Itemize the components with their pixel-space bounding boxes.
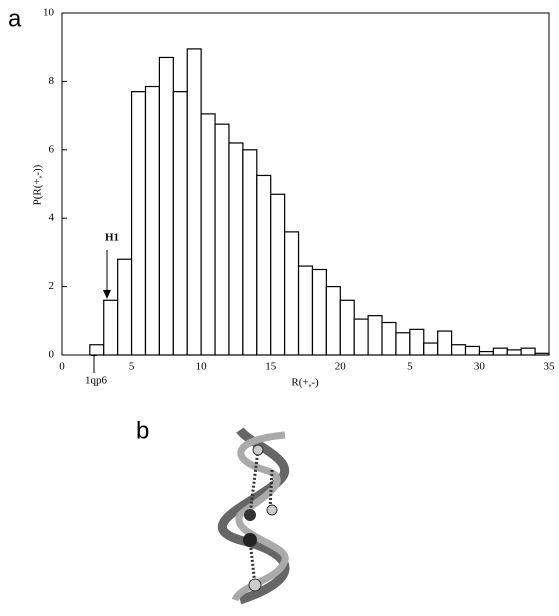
annotation: H1 — [105, 232, 119, 244]
bar — [464, 345, 481, 356]
bar — [89, 344, 105, 356]
atom — [252, 444, 264, 456]
bar — [256, 174, 272, 356]
bar — [367, 315, 383, 356]
bar — [228, 142, 244, 356]
y-tick-label: 6 — [49, 143, 55, 155]
bar — [172, 91, 188, 356]
bar — [395, 332, 411, 356]
bar — [339, 299, 355, 356]
bar — [297, 265, 314, 356]
bar — [492, 347, 508, 356]
bar — [200, 113, 216, 356]
bar — [270, 193, 286, 356]
y-tick-label: 10 — [43, 7, 55, 19]
bar — [284, 231, 300, 356]
bar — [103, 299, 119, 356]
bar — [534, 352, 550, 356]
panel-label: a — [8, 5, 22, 32]
atom — [248, 578, 262, 592]
y-tick-label: 2 — [49, 280, 55, 292]
x-tick-label: 35 — [544, 361, 556, 373]
salt-bridge — [268, 469, 274, 511]
bar — [214, 123, 230, 356]
helix-image — [217, 427, 290, 605]
atom — [244, 509, 256, 521]
bar — [451, 344, 467, 356]
y-tick-label: 8 — [49, 75, 55, 87]
bar — [437, 330, 453, 356]
bar — [478, 350, 494, 356]
bar — [409, 328, 425, 356]
x-tick-label: 10 — [196, 361, 208, 373]
bar — [186, 48, 202, 356]
bar — [325, 286, 341, 356]
bar — [520, 347, 536, 356]
bar — [506, 349, 522, 356]
x-tick-label: 0 — [59, 361, 65, 373]
bar — [144, 85, 161, 356]
annotation-arrow — [103, 290, 111, 299]
bar — [353, 318, 369, 356]
x-axis-label: R(+,-) — [291, 377, 319, 389]
bar — [423, 342, 439, 356]
salt-bridge — [248, 449, 260, 516]
helix-ribbon — [231, 431, 289, 602]
annotation: 1qp6 — [85, 375, 108, 387]
bar — [117, 258, 133, 356]
bar — [311, 268, 327, 356]
y-axis-label: P(R(+,-)) — [32, 164, 44, 205]
y-tick-label: 0 — [49, 349, 55, 361]
bar — [381, 321, 397, 356]
x-tick-label: 5 — [129, 361, 135, 373]
x-tick-label: 5 — [407, 361, 413, 373]
atom — [266, 504, 278, 516]
bar — [242, 149, 258, 356]
salt-bridge — [248, 539, 257, 586]
atom — [243, 533, 257, 547]
x-tick-label: 15 — [265, 361, 277, 373]
bar — [158, 56, 174, 356]
panel-label: b — [136, 417, 149, 444]
x-tick-label: 30 — [474, 361, 486, 373]
y-tick-label: 4 — [49, 212, 55, 224]
helix-ribbon — [217, 427, 290, 605]
bar — [130, 91, 147, 356]
x-tick-label: 20 — [335, 361, 347, 373]
